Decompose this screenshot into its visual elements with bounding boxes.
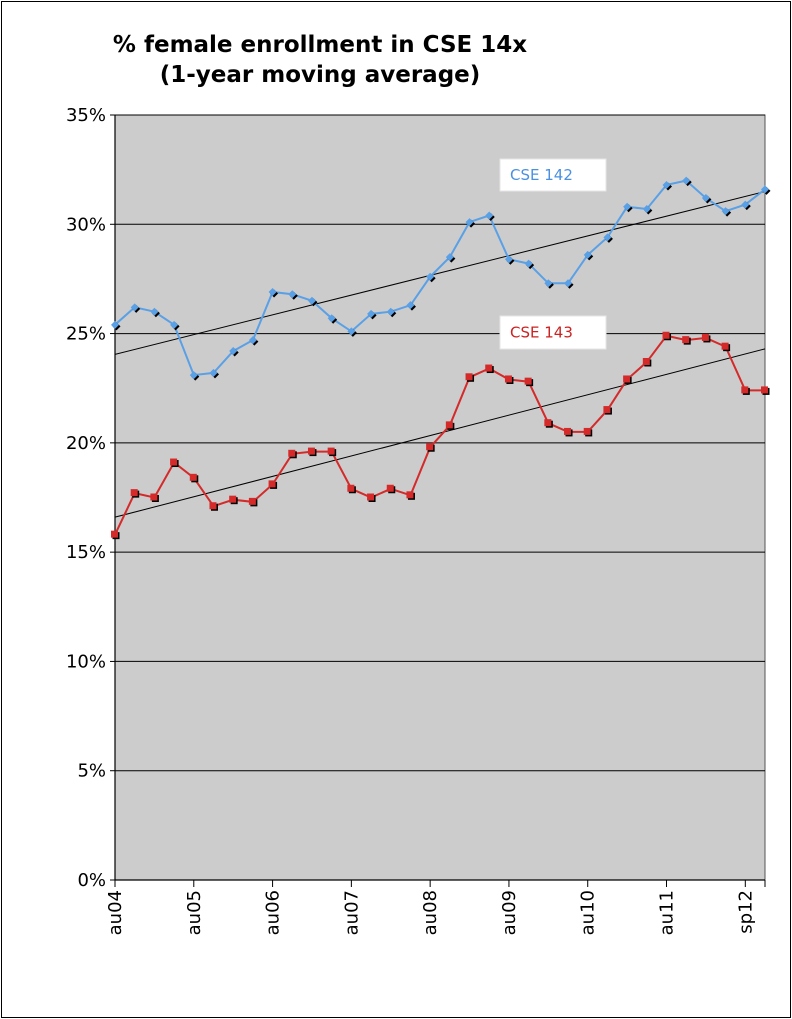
cse-143-marker — [662, 331, 670, 339]
cse-143-marker — [682, 336, 690, 344]
cse-143-marker — [347, 484, 355, 492]
cse-142-marker — [504, 255, 513, 264]
chart-title: % female enrollment in CSE 14x (1-year m… — [100, 30, 540, 90]
cse-142-marker — [288, 290, 297, 299]
cse-142-marker — [445, 253, 454, 262]
cse-142-marker — [426, 272, 435, 281]
x-tick-label: au10 — [578, 890, 599, 935]
cse-143-marker — [209, 502, 217, 510]
cse-143-trendline — [114, 348, 766, 518]
cse-143-marker — [248, 497, 256, 505]
cse-142-marker — [485, 211, 494, 220]
cse-143-label: CSE 143 — [510, 324, 573, 342]
cse-142-marker — [347, 327, 356, 336]
cse-143-marker — [603, 406, 611, 414]
cse-143-marker — [189, 473, 197, 481]
cse-143-marker — [465, 373, 473, 381]
cse-143-marker — [111, 530, 118, 538]
x-tick-label: au09 — [499, 890, 520, 935]
x-tick-label: au06 — [263, 890, 284, 935]
cse-143-marker — [642, 357, 650, 365]
cse-142-marker — [209, 368, 218, 377]
chart-title-line-2: (1-year moving average) — [159, 62, 481, 88]
cse-143-marker — [367, 493, 375, 501]
cse-142-line — [114, 179, 766, 377]
cse-142-marker — [189, 371, 198, 380]
cse-142-marker — [406, 301, 415, 310]
cse-142-marker — [642, 204, 651, 213]
cse-142-marker — [386, 307, 395, 316]
cse-142-marker — [603, 233, 612, 242]
cse-143-marker — [741, 386, 749, 394]
cse-142-marker — [761, 185, 769, 194]
cse-142-label: CSE 142 — [510, 166, 573, 184]
cse-142-marker — [682, 176, 691, 185]
cse-143-marker — [426, 443, 434, 451]
x-tick-label: au05 — [184, 890, 205, 935]
cse-142-marker — [701, 194, 710, 203]
cse-143-marker — [544, 419, 552, 427]
cse-142-marker — [111, 320, 119, 329]
cse-142-marker — [524, 259, 533, 268]
cse-143-marker — [623, 375, 631, 383]
cse-142-marker — [170, 320, 179, 329]
cse-142-marker — [248, 336, 257, 345]
cse-143-marker — [524, 377, 532, 385]
y-tick-label: 30% — [66, 214, 106, 235]
cse-143-marker — [130, 489, 138, 497]
cse-142-label-box — [499, 158, 607, 192]
x-tick-label: au08 — [420, 890, 441, 935]
cse-142-marker — [229, 347, 238, 356]
cse-142-marker — [327, 314, 336, 323]
cse-142-marker — [544, 279, 553, 288]
cse-142-marker — [268, 288, 277, 297]
cse-143-marker — [761, 386, 768, 394]
cse-143-marker — [564, 427, 572, 435]
cse-143-marker — [504, 375, 512, 383]
cse-143-line — [114, 334, 765, 536]
cse-142-marker — [741, 200, 750, 209]
y-tick-label: 25% — [66, 324, 106, 345]
y-tick-label: 20% — [66, 433, 106, 454]
cse-143-label-box — [499, 315, 607, 350]
cse-142-marker — [130, 303, 139, 312]
cse-143-marker — [288, 449, 296, 457]
plot-area — [114, 114, 766, 881]
cse-142-marker — [150, 307, 159, 316]
cse-143-marker — [327, 447, 335, 455]
chart-title-line-1: % female enrollment in CSE 14x — [112, 32, 528, 58]
x-tick-label: au11 — [657, 890, 678, 935]
cse-143-marker — [701, 333, 709, 341]
y-tick-label: 15% — [66, 542, 106, 563]
x-tick-label: au04 — [105, 890, 126, 935]
cse-143-marker — [583, 427, 591, 435]
cse-142-marker — [662, 180, 671, 189]
y-tick-label: 5% — [77, 761, 106, 782]
cse-143-marker — [307, 447, 315, 455]
cse-142-marker — [623, 202, 632, 211]
cse-143-marker — [485, 364, 493, 372]
cse-143-marker — [721, 342, 729, 350]
y-tick-label: 0% — [77, 870, 106, 891]
cse-142-marker — [564, 279, 573, 288]
cse-142-marker — [367, 309, 376, 318]
cse-143-marker — [406, 491, 414, 499]
cse-142-marker — [583, 250, 592, 259]
cse-143-marker — [386, 484, 394, 492]
cse-142-marker — [465, 218, 474, 227]
cse-143-marker — [170, 458, 178, 466]
cse-142-marker — [721, 207, 730, 216]
x-tick-label: sp12 — [735, 890, 756, 934]
cse-143-marker — [268, 480, 276, 488]
cse-143-marker — [150, 493, 158, 501]
y-tick-label: 10% — [66, 651, 106, 672]
cse-142-marker — [307, 296, 316, 305]
x-tick-label: au07 — [341, 890, 362, 935]
cse-142-trendline — [114, 191, 766, 355]
cse-143-marker — [229, 495, 237, 503]
y-tick-label: 35% — [66, 105, 106, 126]
cse-143-marker — [445, 421, 453, 429]
